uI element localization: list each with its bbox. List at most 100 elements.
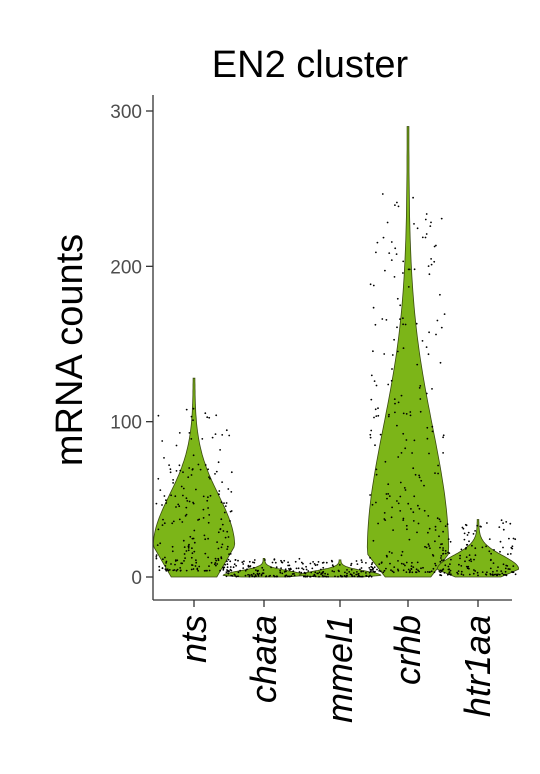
data-point [180, 485, 183, 488]
data-point [384, 460, 387, 463]
data-point [214, 562, 217, 564]
data-point [426, 426, 429, 429]
data-point [468, 573, 471, 576]
data-point [369, 494, 371, 496]
data-point [280, 559, 282, 562]
data-point [391, 354, 394, 356]
data-point [338, 564, 341, 566]
data-point [314, 564, 317, 567]
data-point [207, 556, 210, 559]
data-point [373, 566, 376, 569]
data-point [419, 385, 422, 387]
data-point [163, 522, 166, 525]
data-point [437, 464, 439, 467]
data-point [182, 487, 185, 490]
data-point [413, 439, 416, 442]
data-point [447, 565, 450, 568]
data-point [371, 568, 374, 571]
data-point [486, 571, 488, 574]
data-point [337, 575, 339, 578]
data-point [297, 567, 300, 570]
data-point [425, 346, 428, 348]
data-point [231, 575, 234, 577]
data-point [428, 273, 431, 276]
data-point [401, 550, 404, 553]
data-point [190, 568, 193, 571]
data-point [206, 416, 209, 419]
data-point [188, 543, 190, 546]
data-point [220, 556, 223, 558]
data-point [220, 501, 223, 504]
data-point [425, 213, 428, 215]
data-point [163, 495, 166, 497]
data-point [193, 550, 196, 553]
data-point [191, 552, 194, 555]
data-point [420, 567, 422, 570]
data-point [279, 569, 281, 572]
data-point [251, 575, 254, 577]
data-point [293, 574, 296, 577]
data-point [214, 473, 216, 475]
data-point [394, 204, 396, 207]
data-point [399, 510, 402, 512]
data-point [215, 470, 218, 473]
data-point [287, 561, 289, 564]
data-point [171, 550, 174, 553]
data-point [411, 561, 413, 564]
data-point [405, 571, 408, 573]
data-point [237, 559, 239, 562]
data-point [386, 497, 388, 500]
data-point [412, 566, 415, 568]
data-point [264, 559, 266, 561]
data-point [156, 544, 159, 546]
data-point [403, 487, 406, 489]
data-point [165, 562, 168, 564]
data-point [237, 571, 240, 574]
data-point [373, 416, 375, 419]
data-point [472, 572, 475, 575]
data-point [253, 575, 256, 578]
data-point [411, 571, 414, 574]
data-point [195, 559, 197, 562]
data-point [220, 546, 223, 549]
data-point [207, 468, 210, 471]
data-point [262, 569, 265, 571]
data-point [407, 568, 410, 571]
data-point [185, 513, 188, 516]
data-point [197, 463, 200, 466]
data-point [507, 553, 509, 556]
data-point [192, 568, 195, 570]
data-point [209, 477, 211, 480]
data-point [442, 452, 444, 454]
data-point [449, 569, 452, 572]
data-point [368, 571, 371, 574]
data-point [396, 297, 399, 300]
data-point [226, 566, 229, 569]
data-point [468, 540, 470, 543]
data-point [244, 569, 247, 572]
data-point [425, 392, 428, 395]
data-point [397, 569, 400, 572]
data-point [197, 569, 200, 572]
data-point [402, 563, 405, 565]
data-point [348, 571, 351, 573]
data-point [193, 529, 196, 532]
data-point [389, 562, 391, 565]
data-point [439, 520, 442, 523]
data-point [351, 575, 353, 577]
data-point [481, 546, 484, 549]
data-point [293, 572, 295, 575]
data-point [423, 509, 426, 512]
data-point [434, 562, 436, 565]
data-point [208, 569, 211, 572]
points-mmel1 [301, 559, 376, 578]
data-point [283, 571, 286, 573]
data-point [442, 434, 445, 437]
data-point [182, 471, 184, 474]
data-point [330, 559, 333, 562]
data-point [360, 567, 363, 569]
data-point [409, 411, 412, 413]
data-point [421, 340, 424, 342]
data-point [289, 567, 292, 570]
data-point [497, 566, 499, 568]
